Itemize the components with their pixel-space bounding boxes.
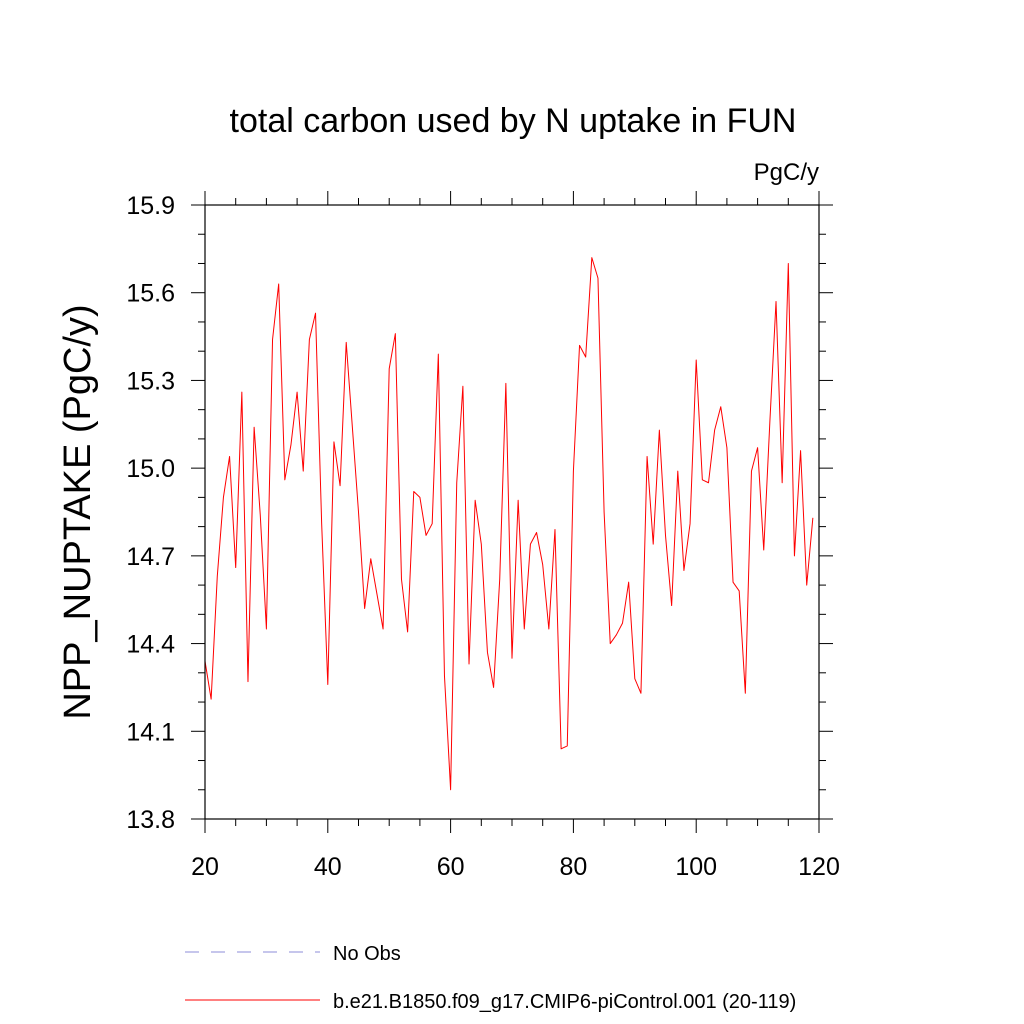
y-tick-label: 15.3: [126, 367, 175, 395]
x-axis-tick-labels: 20 40 60 80 100 120: [191, 853, 840, 881]
x-tick-label: 40: [314, 853, 342, 881]
series-lines: [204, 257, 814, 791]
x-tick-label: 120: [798, 853, 840, 881]
x-tick-label: 80: [559, 853, 587, 881]
legend-label-no-obs: No Obs: [333, 943, 401, 965]
y-tick-label: 15.6: [126, 280, 175, 308]
series-line-1: [204, 257, 814, 791]
y-tick-label: 15.9: [126, 192, 175, 220]
y-axis-label: NPP_NUPTAKE (PgC/y): [57, 304, 99, 719]
y-tick-label: 13.8: [126, 806, 175, 834]
plot-frame: [204, 204, 820, 820]
x-tick-label: 20: [191, 853, 219, 881]
x-axis-ticks: [204, 191, 820, 833]
y-axis-tick-labels: 13.8 14.1 14.4 14.7 15.0 15.3 15.6 15.9: [126, 192, 175, 834]
y-tick-label: 14.1: [126, 718, 175, 746]
legend-label-picontrol: b.e21.B1850.f09_g17.CMIP6-piControl.001 …: [333, 991, 796, 1013]
y-axis-ticks: [191, 204, 833, 820]
x-tick-label: 100: [675, 853, 717, 881]
x-tick-label: 60: [437, 853, 465, 881]
legend: No Obs b.e21.B1850.f09_g17.CMIP6-piContr…: [185, 943, 796, 1013]
y-tick-label: 14.4: [126, 631, 175, 659]
y-tick-label: 15.0: [126, 455, 175, 483]
chart-title: total carbon used by N uptake in FUN: [230, 102, 797, 140]
y-tick-label: 14.7: [126, 543, 175, 571]
units-label: PgC/y: [754, 159, 819, 186]
